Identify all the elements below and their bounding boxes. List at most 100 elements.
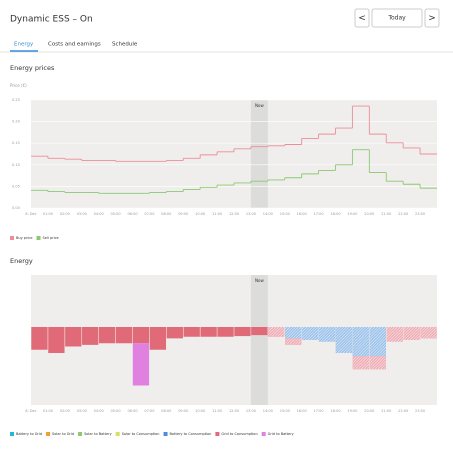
x-tick-label: 8. Dec [25, 212, 36, 216]
future-hatch [369, 356, 386, 370]
y-tick-label: 0.00 [12, 206, 20, 210]
legend-label: Solar to Consumption [122, 432, 160, 436]
legend-label: Sell price [43, 236, 59, 240]
x-tick-label: 18:00 [330, 409, 340, 413]
now-label: Now [255, 103, 264, 108]
section-title: Energy prices [10, 64, 55, 72]
tab[interactable]: Schedule [112, 42, 138, 48]
x-tick-label: 08:00 [161, 409, 171, 413]
y-tick-label: 0.20 [12, 120, 20, 124]
legend-swatch [115, 432, 120, 436]
future-hatch [352, 327, 370, 357]
future-hatch [318, 327, 336, 342]
legend-swatch [261, 432, 266, 436]
x-tick-label: 13:00 [246, 409, 256, 413]
x-tick-label: 07:00 [144, 409, 154, 413]
future-hatch [301, 327, 319, 340]
tab[interactable]: Costs and earnings [48, 42, 101, 48]
x-tick-label: 8. Dec [25, 409, 36, 413]
future-hatch [352, 356, 370, 370]
energy-bar [200, 327, 217, 337]
future-hatch [268, 327, 285, 337]
prev-button[interactable] [354, 8, 370, 28]
x-tick-label: 02:00 [60, 212, 70, 216]
legend-swatch [36, 236, 41, 240]
now-band [250, 275, 268, 405]
legend-swatch [10, 236, 14, 240]
future-hatch [285, 327, 302, 339]
future-hatch [420, 327, 437, 339]
plot-area [31, 100, 437, 208]
tab[interactable]: Energy [14, 42, 34, 48]
x-tick-label: 11:00 [212, 212, 222, 216]
now-label: Now [255, 278, 264, 283]
now-band [250, 100, 268, 208]
energy-bar [251, 327, 268, 336]
energy-bar [98, 327, 116, 344]
x-tick-label: 18:00 [330, 212, 340, 216]
y-tick-label: 0.05 [12, 184, 20, 188]
legend-swatch [10, 432, 14, 436]
energy-bar [132, 327, 150, 344]
x-tick-label: 23:00 [415, 212, 425, 216]
x-tick-label: 22:00 [398, 409, 408, 413]
energy-bar [132, 343, 150, 386]
x-tick-label: 13:00 [246, 212, 256, 216]
x-tick-label: 06:00 [127, 212, 137, 216]
legend-label: Battery to Grid [16, 432, 42, 436]
prev-label[interactable]: < [358, 14, 366, 24]
title: Dynamic ESS – On [10, 15, 93, 25]
x-tick-label: 09:00 [178, 212, 188, 216]
energy-bar [31, 327, 48, 350]
y-tick-label: 0.10 [12, 163, 20, 167]
x-tick-label: 07:00 [144, 212, 154, 216]
energy-bar [65, 327, 82, 347]
x-tick-label: 03:00 [77, 212, 87, 216]
energy-bar [234, 327, 251, 337]
energy-bar [149, 327, 167, 350]
energy-bar [217, 327, 234, 337]
y-tick-label: 0.15 [12, 141, 20, 145]
future-hatch [369, 327, 386, 357]
x-tick-label: 14:00 [263, 212, 273, 216]
x-tick-label: 02:00 [60, 409, 70, 413]
legend-label: Battery to Consumption [170, 432, 212, 436]
x-tick-label: 17:00 [314, 409, 324, 413]
x-tick-label: 04:00 [94, 409, 104, 413]
y-axis-label: Price (€) [10, 83, 27, 88]
y-tick-label: 0.25 [12, 98, 20, 102]
legend-label: Grid to Battery [268, 432, 294, 436]
x-tick-label: 12:00 [229, 409, 239, 413]
energy-bar [48, 327, 65, 353]
x-tick-label: 06:00 [127, 409, 137, 413]
date-button[interactable] [371, 8, 423, 28]
x-tick-label: 23:00 [415, 409, 425, 413]
x-tick-label: 16:00 [297, 212, 307, 216]
x-tick-label: 03:00 [77, 409, 87, 413]
x-tick-label: 11:00 [212, 409, 222, 413]
x-tick-label: 05:00 [111, 212, 121, 216]
energy-bar [183, 327, 200, 337]
x-tick-label: 15:00 [280, 409, 290, 413]
section-title: Energy [10, 257, 33, 265]
x-tick-label: 01:00 [43, 212, 53, 216]
x-tick-label: 17:00 [314, 212, 324, 216]
x-tick-label: 05:00 [111, 409, 121, 413]
x-tick-label: 04:00 [94, 212, 104, 216]
x-tick-label: 22:00 [398, 212, 408, 216]
x-tick-label: 21:00 [381, 409, 391, 413]
legend-label: Solar to Grid [52, 432, 74, 436]
x-tick-label: 08:00 [161, 212, 171, 216]
next-label[interactable]: > [428, 14, 436, 24]
next-button[interactable] [424, 8, 440, 28]
x-tick-label: 20:00 [364, 212, 374, 216]
x-tick-label: 20:00 [364, 409, 374, 413]
x-tick-label: 19:00 [347, 409, 357, 413]
x-tick-label: 15:00 [280, 212, 290, 216]
date-label[interactable]: Today [387, 15, 406, 22]
legend-label: Buy price [16, 236, 33, 240]
x-tick-label: 10:00 [195, 212, 205, 216]
legend-swatch [78, 432, 83, 436]
x-tick-label: 12:00 [229, 212, 239, 216]
legend-label: Grid to Consumption [221, 432, 257, 436]
